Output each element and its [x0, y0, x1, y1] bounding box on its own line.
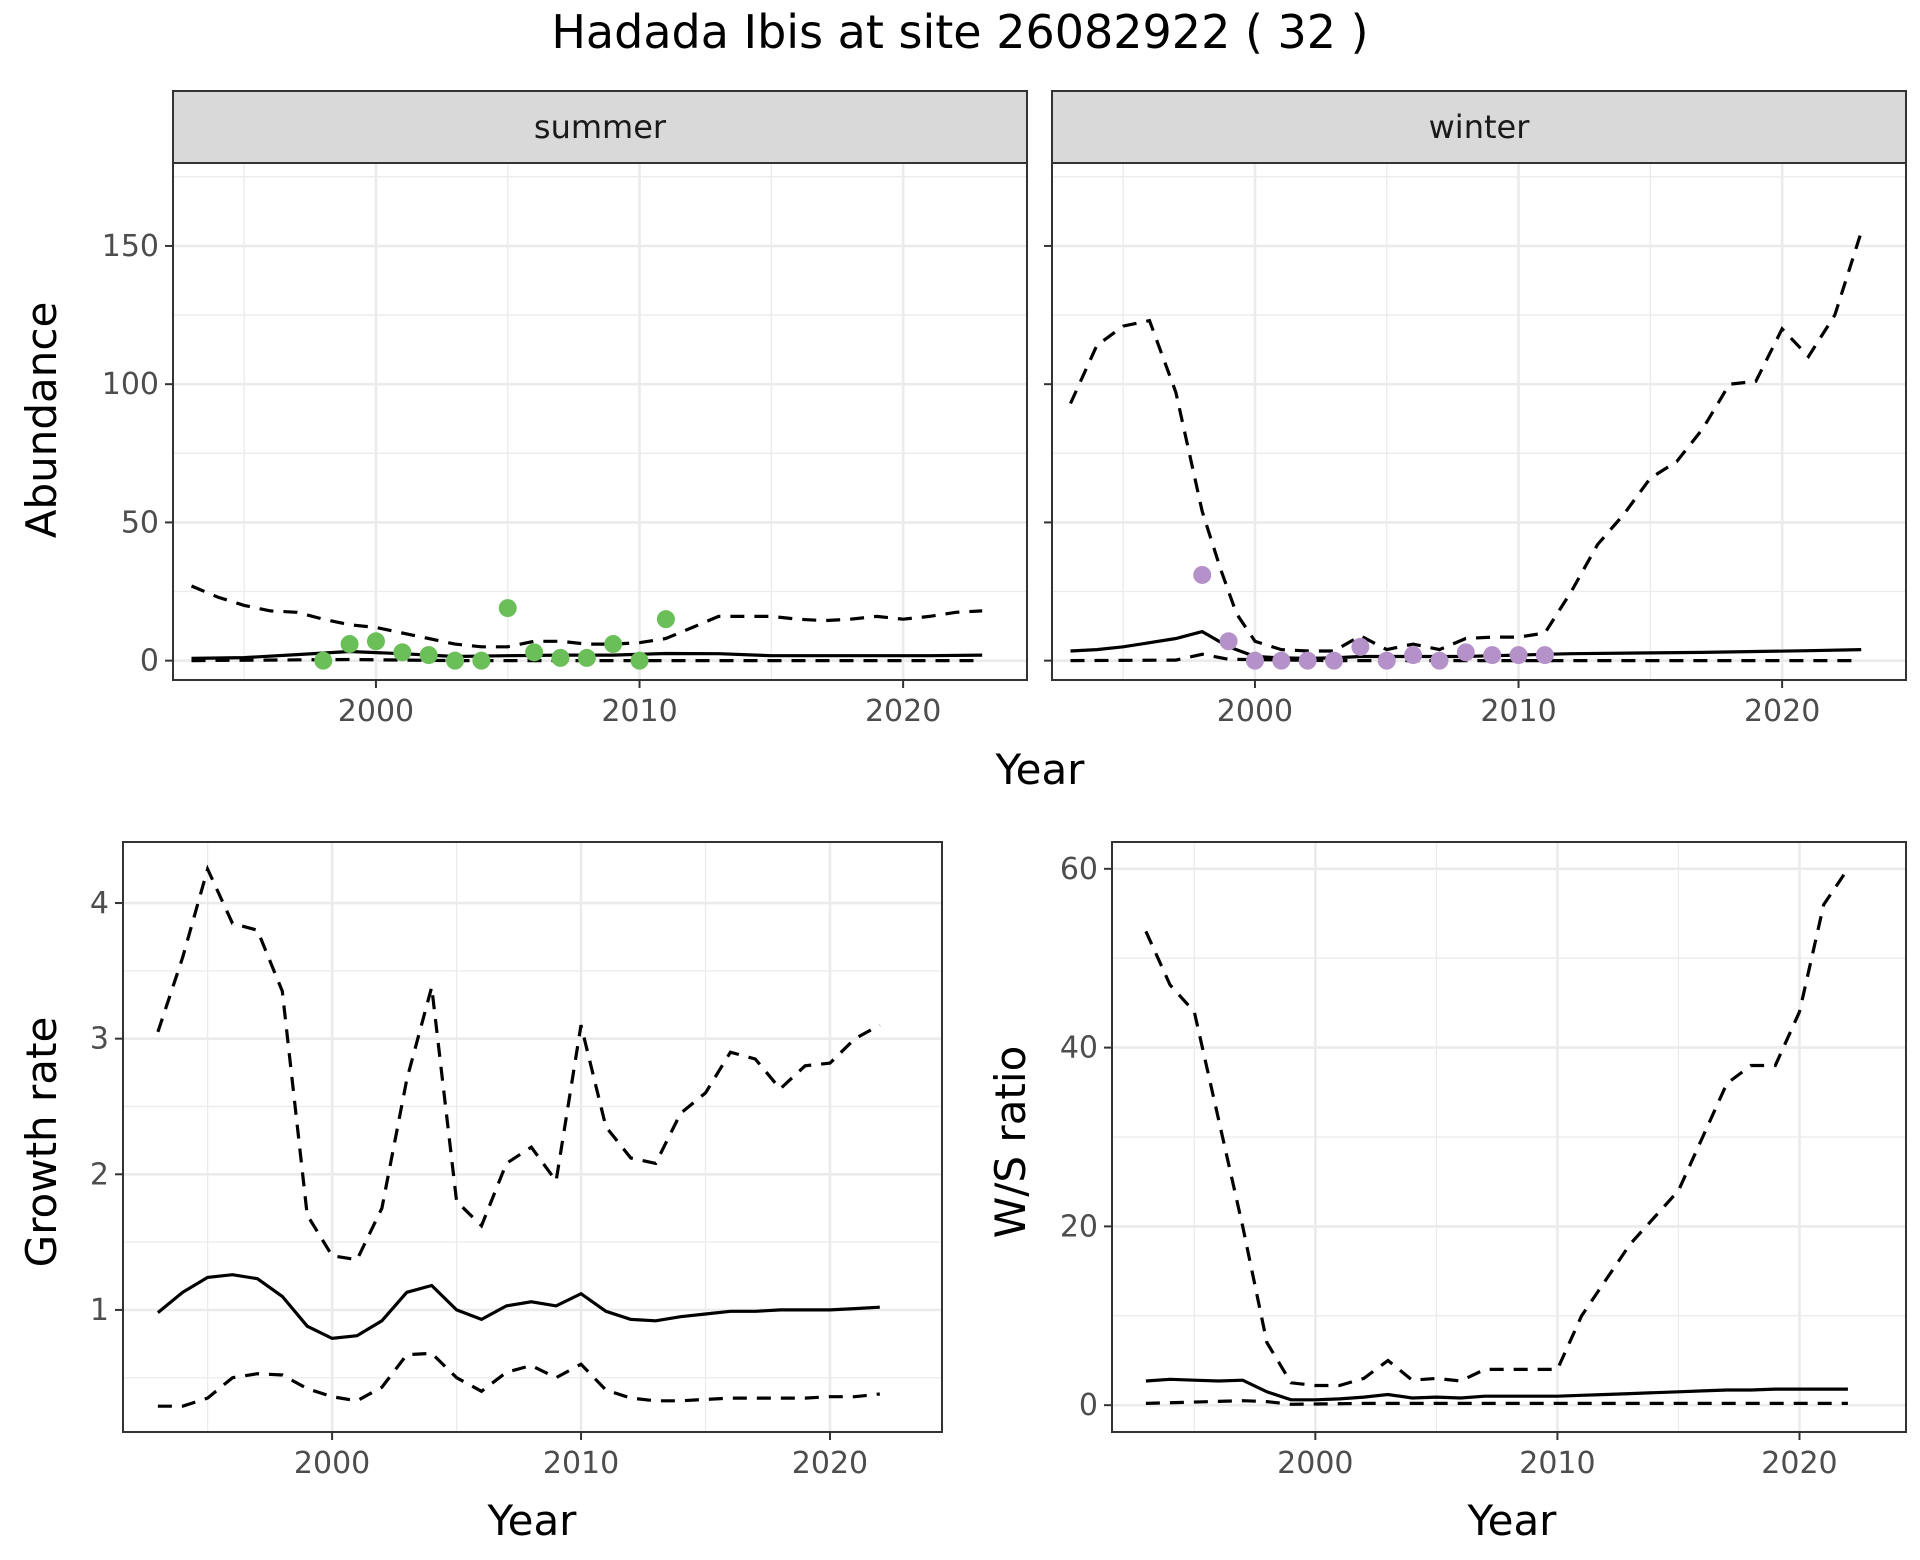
facet-strip — [1051, 90, 1907, 164]
plot-frame — [122, 841, 943, 1433]
x-tick-label: 2020 — [865, 694, 941, 729]
ws-y-axis-title: W/S ratio — [986, 1046, 1035, 1239]
x-tick-label: 2000 — [1277, 1446, 1353, 1481]
y-tick-label: 150 — [102, 229, 159, 264]
data-point — [604, 635, 623, 654]
figure-title: Hadada Ibis at site 26082922 ( 32 ) — [551, 5, 1368, 59]
data-point — [1351, 637, 1370, 656]
series-line-estimate — [1145, 1377, 1848, 1402]
plot-background — [123, 842, 942, 1432]
x-tick-label: 2010 — [1519, 1446, 1595, 1481]
growth-y-axis-title: Growth rate — [17, 1017, 66, 1268]
data-point — [1298, 651, 1317, 670]
panel-growth-rate: 2000 2010 2020 1 2 3 4 — [90, 841, 943, 1481]
data-point — [366, 632, 385, 651]
y-tick-label: 2 — [90, 1157, 109, 1192]
x-tick-label: 2000 — [1217, 694, 1293, 729]
data-point — [1509, 646, 1528, 665]
data-point — [630, 651, 649, 670]
x-tick-label: 2020 — [792, 1446, 868, 1481]
data-point — [1483, 646, 1502, 665]
ws-x-axis-title: Year — [1467, 1496, 1558, 1545]
x-tick-label: 2010 — [543, 1446, 619, 1481]
y-tick-label: 1 — [90, 1293, 109, 1328]
data-point — [1245, 651, 1264, 670]
y-tick-label: 50 — [121, 505, 159, 540]
series-line-upper — [1144, 867, 1850, 1388]
panel-ws-ratio: 2000 2010 2020 0 20 40 60 — [1060, 841, 1907, 1481]
y-tick-label: 40 — [1060, 1031, 1098, 1066]
x-tick-label: 2020 — [1744, 694, 1820, 729]
y-tick-label: 60 — [1060, 852, 1098, 887]
data-point — [340, 635, 359, 654]
data-point — [1535, 646, 1554, 665]
data-point — [551, 648, 570, 667]
data-point — [1272, 651, 1291, 670]
y-tick-label: 0 — [1079, 1388, 1098, 1423]
top-x-axis-title: Year — [995, 745, 1086, 794]
data-point — [446, 651, 465, 670]
data-point — [1377, 651, 1396, 670]
y-tick-label: 100 — [102, 367, 159, 402]
x-tick-label: 2000 — [338, 694, 414, 729]
x-tick-label: 2010 — [1480, 694, 1556, 729]
data-point — [1219, 632, 1238, 651]
series-line-upper — [190, 584, 983, 649]
data-point — [393, 643, 412, 662]
plot-background — [173, 163, 1027, 680]
panel-winter: winter 2000 2010 2020 — [1044, 90, 1907, 729]
abundance-y-axis-title: Abundance — [17, 302, 66, 539]
plot-frame — [1111, 841, 1907, 1433]
data-point — [1430, 651, 1449, 670]
x-tick-label: 2010 — [601, 694, 677, 729]
x-tick-label: 2020 — [1761, 1446, 1837, 1481]
series-line-lower — [1145, 1399, 1848, 1406]
growth-x-axis-title: Year — [487, 1496, 578, 1545]
series-line-estimate — [156, 1273, 880, 1341]
series-line-lower — [1070, 652, 1862, 663]
facet-strip-label: summer — [534, 108, 667, 146]
panel-summer: summer 2000 2010 2020 0 50 100 150 — [102, 90, 1028, 729]
series-line-upper — [156, 864, 881, 1262]
y-tick-label: 3 — [90, 1022, 109, 1057]
data-point — [1325, 651, 1344, 670]
data-point — [1456, 643, 1475, 662]
data-point — [314, 651, 333, 670]
data-point — [498, 599, 517, 618]
data-point — [525, 643, 544, 662]
data-point — [656, 610, 675, 629]
data-point — [472, 651, 491, 670]
y-tick-label: 4 — [90, 886, 109, 921]
x-tick-label: 2000 — [294, 1446, 370, 1481]
data-point — [1193, 565, 1212, 584]
data-point — [1404, 646, 1423, 665]
y-tick-label: 0 — [140, 644, 159, 679]
data-point — [577, 648, 596, 667]
data-point — [419, 646, 438, 665]
series-line-upper — [1069, 231, 1863, 653]
plot-background — [1052, 163, 1906, 680]
facet-strip — [172, 90, 1028, 164]
y-tick-label: 20 — [1060, 1209, 1098, 1244]
facet-strip-label: winter — [1429, 108, 1531, 146]
series-line-lower — [157, 1351, 880, 1408]
